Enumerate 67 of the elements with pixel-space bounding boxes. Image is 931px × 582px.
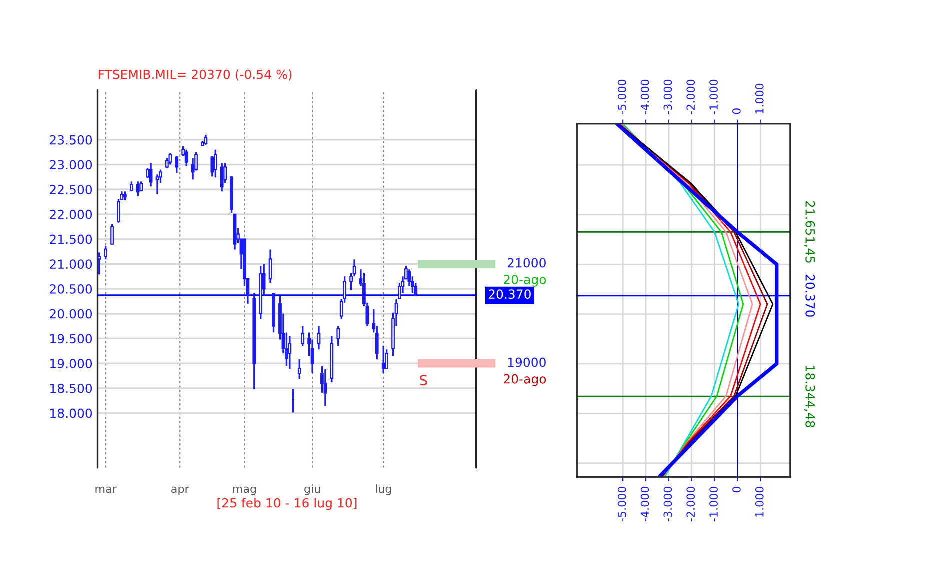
candlestick (382, 345, 386, 374)
candlestick (301, 325, 305, 347)
ref-line-label: 20.370 (488, 290, 531, 300)
candlestick (175, 155, 179, 174)
candlestick (110, 224, 114, 246)
y-tick-label: 21.500 (50, 234, 92, 244)
y-tick-label: 19.000 (50, 359, 92, 368)
candlestick (136, 180, 140, 198)
candlestick (184, 149, 188, 168)
x2-tick-label: -2.000 (686, 80, 696, 114)
x-tick-label: -1.000 (710, 487, 718, 522)
ref-line-label: 19000 (508, 358, 546, 368)
x2-tick-label: -4.000 (640, 80, 650, 114)
candlestick (375, 325, 379, 360)
chart-title: FTSEMIB.MIL= 20370 (-0.54 %) (98, 70, 292, 81)
x-tick-label: 1.000 (755, 487, 764, 517)
candlestick (191, 157, 195, 181)
x-tick-label: apr (172, 486, 190, 496)
candlestick (98, 252, 102, 276)
ref-line-label: 21000 (508, 258, 546, 268)
x-tick-label: 0 (732, 487, 741, 493)
x-tick-label: lug (376, 484, 392, 496)
ref-line-label: 21.651,45 (804, 201, 816, 263)
candlestick (104, 245, 108, 261)
x-tick-label: giu (304, 484, 320, 496)
candlestick (298, 358, 302, 380)
y-tick-label: 22.000 (50, 210, 92, 220)
y-tick-label: 20.000 (50, 309, 92, 319)
y-tick-label: 19.500 (50, 334, 92, 344)
x2-tick-label: -5.000 (618, 80, 626, 114)
candlestick (140, 180, 144, 192)
x-tick-label: -2.000 (686, 487, 696, 522)
x-tick-label: -5.000 (618, 487, 626, 522)
x-tick-label: -3.000 (664, 487, 672, 522)
x2-tick-label: -1.000 (710, 80, 718, 114)
x-tick-label: mar (96, 486, 117, 494)
ref-line-label: 18.344,48 (804, 366, 816, 428)
candlestick (268, 248, 272, 284)
y-tick-label: 21.000 (50, 260, 92, 270)
candlestick (156, 174, 160, 196)
candlestick (168, 152, 172, 166)
x2-tick-label: 0 (732, 108, 741, 114)
ref-line-label: 20.370 (806, 274, 816, 317)
y-tick-label: 23.000 (50, 160, 92, 170)
candlestick (385, 348, 389, 370)
candlestick (220, 162, 224, 192)
y-tick-label: 18.000 (50, 408, 92, 418)
candlestick (204, 134, 208, 146)
y-tick-label: 20.500 (50, 284, 92, 294)
candlestick (288, 335, 292, 370)
y-tick-label: 22.500 (50, 185, 92, 195)
y-tick-label: 18.500 (50, 384, 92, 394)
x2-tick-label: 1.000 (755, 84, 764, 114)
x-tick-label: mag (233, 486, 256, 496)
text: 20-ago (504, 374, 546, 386)
text: 20-ago (504, 275, 546, 287)
candlestick (317, 325, 321, 350)
candlestick (149, 162, 153, 188)
candlestick (324, 368, 328, 408)
candlestick (214, 149, 218, 179)
y-tick-label: 23.500 (50, 135, 92, 145)
x-axis-title: [25 feb 10 - 16 lug 10] (218, 498, 357, 510)
x2-tick-label: -3.000 (664, 80, 672, 114)
candlestick (336, 325, 340, 347)
text: S (420, 375, 428, 386)
x-tick-label: -4.000 (640, 487, 650, 522)
candlestick (130, 180, 134, 192)
